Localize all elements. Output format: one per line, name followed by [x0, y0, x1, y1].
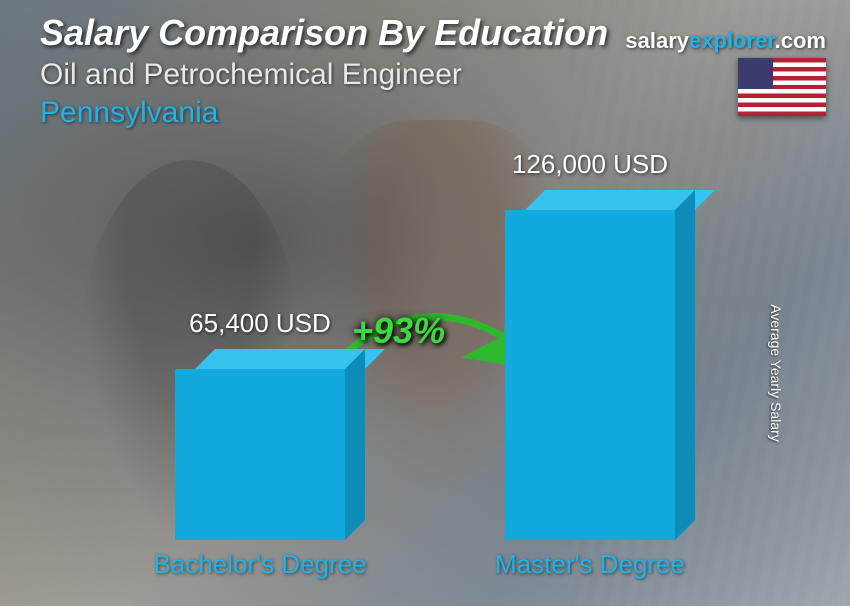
- y-axis-label: Average Yearly Salary: [767, 304, 783, 442]
- bar-category-label: Master's Degree: [495, 549, 685, 580]
- job-subtitle: Oil and Petrochemical Engineer: [40, 58, 830, 92]
- bar-front: [505, 210, 675, 540]
- increase-percentage: +93%: [352, 310, 445, 352]
- us-flag-icon: [738, 58, 826, 116]
- region-label: Pennsylvania: [40, 96, 830, 130]
- bar-group: [505, 190, 695, 540]
- bar-value-label: 126,000 USD: [512, 149, 668, 180]
- bar-chart: +93% Average Yearly Salary 65,400 USD Bac…: [0, 158, 850, 588]
- bar-side: [675, 190, 695, 540]
- bar-side: [345, 349, 365, 540]
- bar-value-label: 65,400 USD: [189, 308, 331, 339]
- bar-group: [175, 349, 365, 540]
- brand-suffix: .com: [775, 28, 826, 53]
- bar-category-label: Bachelor's Degree: [153, 549, 366, 580]
- brand-logo: salaryexplorer.com: [625, 28, 826, 54]
- brand-accent: explorer: [689, 28, 775, 53]
- bar-front: [175, 369, 345, 540]
- brand-prefix: salary: [625, 28, 689, 53]
